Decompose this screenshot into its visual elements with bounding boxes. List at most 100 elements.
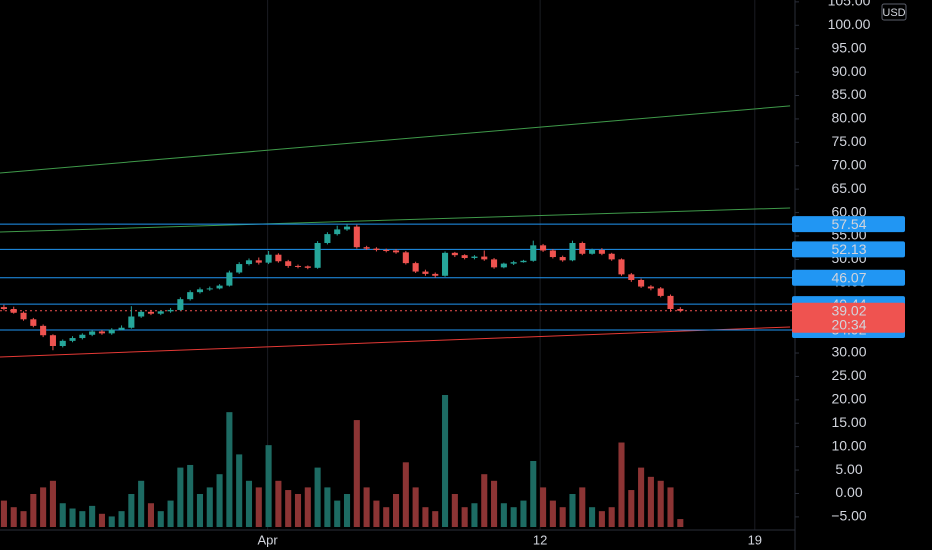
candle-body <box>69 338 76 341</box>
candle-body <box>177 299 184 310</box>
candle-body <box>363 247 370 249</box>
level-badge <box>792 269 905 286</box>
candle-body <box>559 257 566 261</box>
candle-body <box>334 229 341 235</box>
level-badge <box>792 216 905 233</box>
trend-line <box>0 105 791 174</box>
candle-body <box>324 234 331 243</box>
volume-bar <box>314 467 321 527</box>
currency-box <box>881 3 907 21</box>
level-badge-label: 57.54 <box>831 216 866 232</box>
volume-bar <box>177 467 184 527</box>
y-tick-label: 10.00 <box>831 437 866 453</box>
volume-bar <box>343 494 351 527</box>
last-price-badge <box>792 302 905 333</box>
volume-bar <box>69 508 76 527</box>
y-tick-label: 90.00 <box>831 63 866 79</box>
candle-body <box>314 242 321 268</box>
candle-body <box>589 250 596 254</box>
volume-bar <box>412 487 419 527</box>
volume-bar <box>520 500 527 527</box>
volume-bar <box>304 487 311 527</box>
candle-body <box>579 242 586 254</box>
candle-body <box>647 286 654 289</box>
volume-bar <box>255 487 262 527</box>
volume-bar <box>206 487 213 527</box>
candle-body <box>245 260 253 265</box>
y-tick-label: 75.00 <box>831 133 866 149</box>
volume-bar <box>353 420 360 527</box>
candle-body <box>10 309 17 313</box>
volume-bar <box>657 480 664 527</box>
candle-body <box>491 259 498 268</box>
candle-body <box>353 226 360 248</box>
y-tick-label: 30.00 <box>831 344 866 360</box>
volume-bar <box>647 476 654 527</box>
y-tick-label: 25.00 <box>831 367 866 383</box>
volume-bar <box>294 494 302 527</box>
volume-bar <box>402 462 409 527</box>
candle-body <box>265 254 272 263</box>
candle-body <box>30 319 37 326</box>
volume-bar <box>20 511 27 527</box>
candle-body <box>304 266 311 268</box>
candle-body <box>108 329 115 334</box>
volume-bar <box>608 507 615 527</box>
volume-bar <box>638 467 645 527</box>
candle-body <box>236 264 243 273</box>
candle-body <box>89 331 96 335</box>
volume-bar <box>432 511 439 527</box>
volume-bar <box>187 464 194 527</box>
volume-bar <box>677 519 684 527</box>
volume-bar <box>226 412 233 527</box>
candle-body <box>79 334 86 339</box>
volume-bar <box>118 511 125 527</box>
candle-body <box>157 311 164 314</box>
volume-bar <box>392 494 400 527</box>
volume-bar <box>491 480 498 527</box>
x-tick-label: 19 <box>748 532 762 547</box>
candle-body <box>118 327 125 330</box>
candle-body <box>49 335 56 346</box>
volume-bar <box>422 507 429 527</box>
y-tick-label: 95.00 <box>831 39 866 55</box>
volume-bar <box>40 487 47 527</box>
volume-bar <box>98 513 105 527</box>
volume-bar <box>598 511 605 527</box>
volume-bar <box>10 507 17 527</box>
last-price-label: 39.02 <box>831 302 866 318</box>
y-tick-label: 60.00 <box>831 203 866 219</box>
volume-bar <box>245 480 253 527</box>
volume-bar <box>540 487 547 527</box>
y-tick-label: 70.00 <box>831 156 866 172</box>
y-tick-label: 85.00 <box>831 86 866 102</box>
volume-bar <box>589 507 596 527</box>
y-tick-label: 5.00 <box>835 461 862 477</box>
volume-bar <box>569 494 576 527</box>
y-tick-label: −5.00 <box>831 508 867 524</box>
candle-body <box>618 259 625 275</box>
candle-body <box>481 256 488 260</box>
y-tick-label: 65.00 <box>831 180 866 196</box>
candle-body <box>677 309 684 311</box>
trend-line <box>0 326 791 358</box>
candle-body <box>540 245 547 251</box>
candle-body <box>608 253 615 260</box>
volume-bar <box>442 395 449 527</box>
volume-bar <box>147 503 155 527</box>
y-tick-label: 100.00 <box>828 16 871 32</box>
candle-body <box>461 255 468 258</box>
volume-bar <box>471 503 478 527</box>
candle-body <box>628 274 635 280</box>
candle-body <box>147 311 155 314</box>
trend-line <box>0 207 791 233</box>
candle-body <box>187 292 194 300</box>
candle-body <box>373 248 380 251</box>
candle-body <box>343 226 351 230</box>
volume-bar <box>108 516 115 527</box>
volume-bar <box>461 507 468 527</box>
volume-bar <box>89 505 96 527</box>
y-tick-label: 80.00 <box>831 110 866 126</box>
volume-bar <box>157 511 164 527</box>
